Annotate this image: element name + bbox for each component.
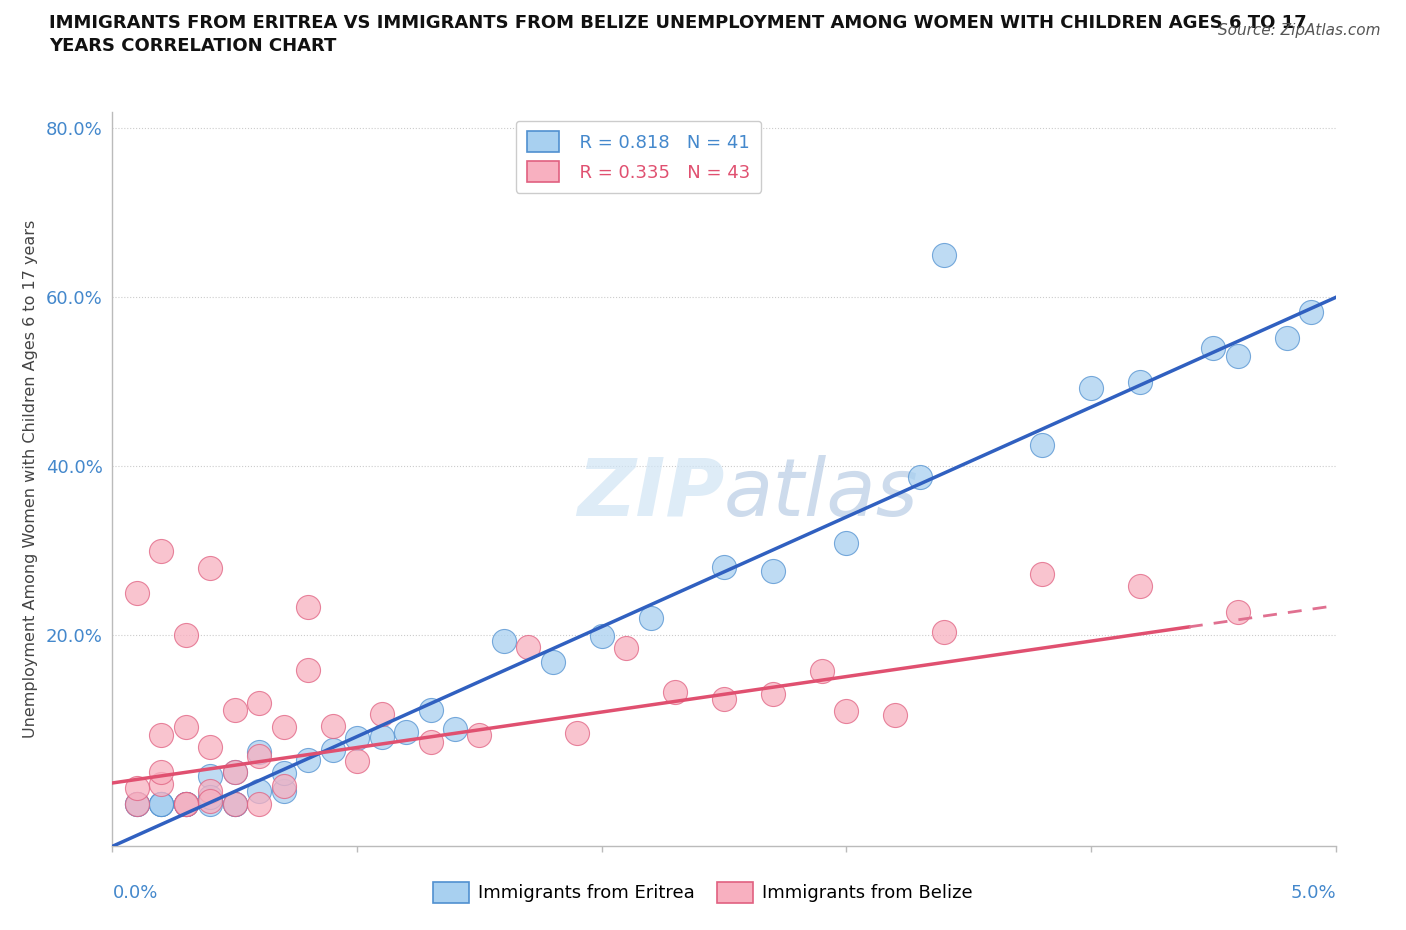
Point bbox=[370, 706, 392, 721]
Point bbox=[200, 783, 222, 798]
Point bbox=[762, 563, 785, 578]
Point bbox=[713, 560, 735, 575]
Point bbox=[1226, 349, 1249, 364]
Point bbox=[174, 720, 197, 735]
Point bbox=[835, 536, 858, 551]
Point bbox=[174, 628, 197, 643]
Point bbox=[273, 765, 295, 780]
Point bbox=[713, 692, 735, 707]
Point bbox=[125, 586, 148, 601]
Point bbox=[370, 730, 392, 745]
Point bbox=[125, 797, 148, 812]
Point bbox=[811, 663, 834, 678]
Point bbox=[1226, 604, 1249, 619]
Point bbox=[200, 797, 222, 812]
Point bbox=[884, 708, 907, 723]
Point bbox=[224, 764, 246, 779]
Point bbox=[492, 633, 515, 648]
Point bbox=[200, 739, 222, 754]
Point bbox=[200, 768, 222, 783]
Point bbox=[200, 560, 222, 575]
Point bbox=[125, 797, 148, 812]
Point bbox=[174, 797, 197, 812]
Point bbox=[1275, 330, 1298, 345]
Text: 5.0%: 5.0% bbox=[1291, 884, 1336, 902]
Point bbox=[541, 655, 564, 670]
Point bbox=[273, 778, 295, 793]
Point bbox=[273, 784, 295, 799]
Point bbox=[150, 797, 173, 812]
Point bbox=[567, 725, 589, 740]
Point bbox=[1129, 578, 1152, 593]
Point bbox=[200, 794, 222, 809]
Text: atlas: atlas bbox=[724, 455, 920, 533]
Point bbox=[247, 797, 270, 812]
Text: YEARS CORRELATION CHART: YEARS CORRELATION CHART bbox=[49, 37, 336, 55]
Text: IMMIGRANTS FROM ERITREA VS IMMIGRANTS FROM BELIZE UNEMPLOYMENT AMONG WOMEN WITH : IMMIGRANTS FROM ERITREA VS IMMIGRANTS FR… bbox=[49, 14, 1306, 32]
Point bbox=[150, 797, 173, 812]
Point bbox=[322, 743, 344, 758]
Point bbox=[247, 696, 270, 711]
Point bbox=[174, 797, 197, 812]
Point bbox=[322, 719, 344, 734]
Point bbox=[297, 600, 319, 615]
Point bbox=[150, 797, 173, 812]
Point bbox=[297, 662, 319, 677]
Point bbox=[419, 703, 441, 718]
Point bbox=[762, 686, 785, 701]
Point bbox=[174, 797, 197, 812]
Point bbox=[150, 543, 173, 558]
Point bbox=[517, 640, 540, 655]
Point bbox=[247, 784, 270, 799]
Point bbox=[224, 703, 246, 718]
Point bbox=[247, 749, 270, 764]
Point bbox=[150, 764, 173, 779]
Point bbox=[1202, 340, 1225, 355]
Point bbox=[664, 684, 686, 699]
Point bbox=[640, 611, 662, 626]
Point bbox=[1129, 375, 1152, 390]
Point bbox=[150, 777, 173, 791]
Point bbox=[835, 704, 858, 719]
Point bbox=[419, 735, 441, 750]
Point bbox=[174, 797, 197, 812]
Point bbox=[395, 724, 418, 739]
Point bbox=[224, 797, 246, 812]
Point bbox=[200, 790, 222, 804]
Text: ZIP: ZIP bbox=[576, 455, 724, 533]
Point bbox=[1031, 437, 1053, 452]
Point bbox=[346, 731, 368, 746]
Point bbox=[346, 754, 368, 769]
Point bbox=[444, 722, 467, 737]
Point bbox=[150, 727, 173, 742]
Legend: Immigrants from Eritrea, Immigrants from Belize: Immigrants from Eritrea, Immigrants from… bbox=[426, 874, 980, 910]
Point bbox=[247, 744, 270, 759]
Point bbox=[614, 641, 637, 656]
Point bbox=[224, 797, 246, 812]
Text: Source: ZipAtlas.com: Source: ZipAtlas.com bbox=[1218, 23, 1381, 38]
Point bbox=[934, 247, 956, 262]
Point bbox=[224, 797, 246, 812]
Point bbox=[125, 797, 148, 812]
Point bbox=[125, 780, 148, 795]
Point bbox=[908, 470, 931, 485]
Point bbox=[1031, 566, 1053, 581]
Point bbox=[1080, 380, 1102, 395]
Point bbox=[934, 624, 956, 639]
Point bbox=[224, 764, 246, 779]
Text: 0.0%: 0.0% bbox=[112, 884, 157, 902]
Point bbox=[297, 752, 319, 767]
Point bbox=[591, 629, 613, 644]
Point bbox=[174, 797, 197, 812]
Point bbox=[1301, 305, 1323, 320]
Point bbox=[273, 720, 295, 735]
Point bbox=[468, 727, 491, 742]
Legend:   R = 0.818   N = 41,   R = 0.335   N = 43: R = 0.818 N = 41, R = 0.335 N = 43 bbox=[516, 121, 761, 193]
Y-axis label: Unemployment Among Women with Children Ages 6 to 17 years: Unemployment Among Women with Children A… bbox=[22, 219, 38, 738]
